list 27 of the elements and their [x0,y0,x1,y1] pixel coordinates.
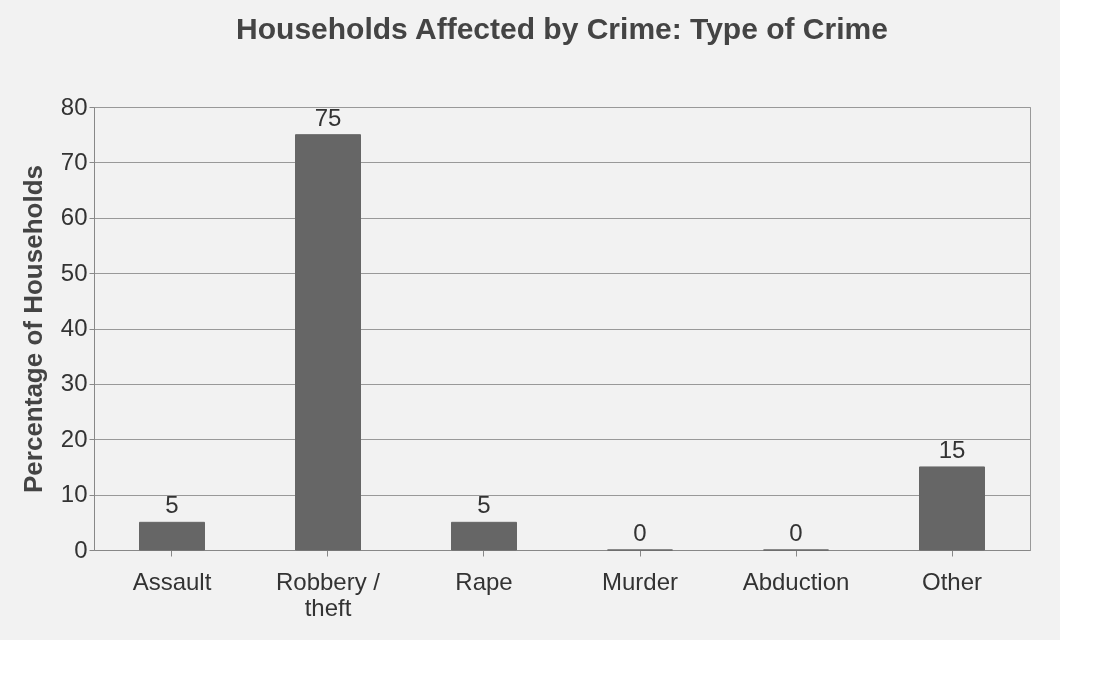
x-tick-label: Other [921,567,983,595]
y-tick-label: 60 [60,203,88,231]
y-tick-label: 80 [60,92,88,120]
x-tick-label: Rape [455,567,513,595]
chart-title: Households Affected by Crime: Type of Crime [236,12,888,45]
data-label: 0 [789,519,803,546]
x-tick-label: Assault [132,567,212,595]
bar [139,521,205,551]
bar [295,134,361,551]
data-label: 5 [165,491,179,519]
y-tick-label: 0 [74,535,88,563]
data-label: 15 [938,435,966,463]
y-tick-label: 40 [60,314,88,341]
x-tick-label: Robbery / theft [275,567,381,621]
bar [919,466,985,551]
data-label: 5 [477,491,491,519]
y-tick-label: 70 [60,147,88,175]
y-tick-label: 50 [60,258,88,286]
bar [451,521,517,551]
data-label: 0 [633,519,647,546]
y-axis-title: Percentage of Households [17,165,48,493]
y-tick-label: 10 [60,480,88,508]
x-tick-label: Abduction [742,567,850,595]
y-tick-label: 30 [60,369,88,397]
y-tick-label: 20 [60,424,88,452]
data-label: 75 [314,103,342,131]
x-tick-label: Murder [601,567,679,595]
